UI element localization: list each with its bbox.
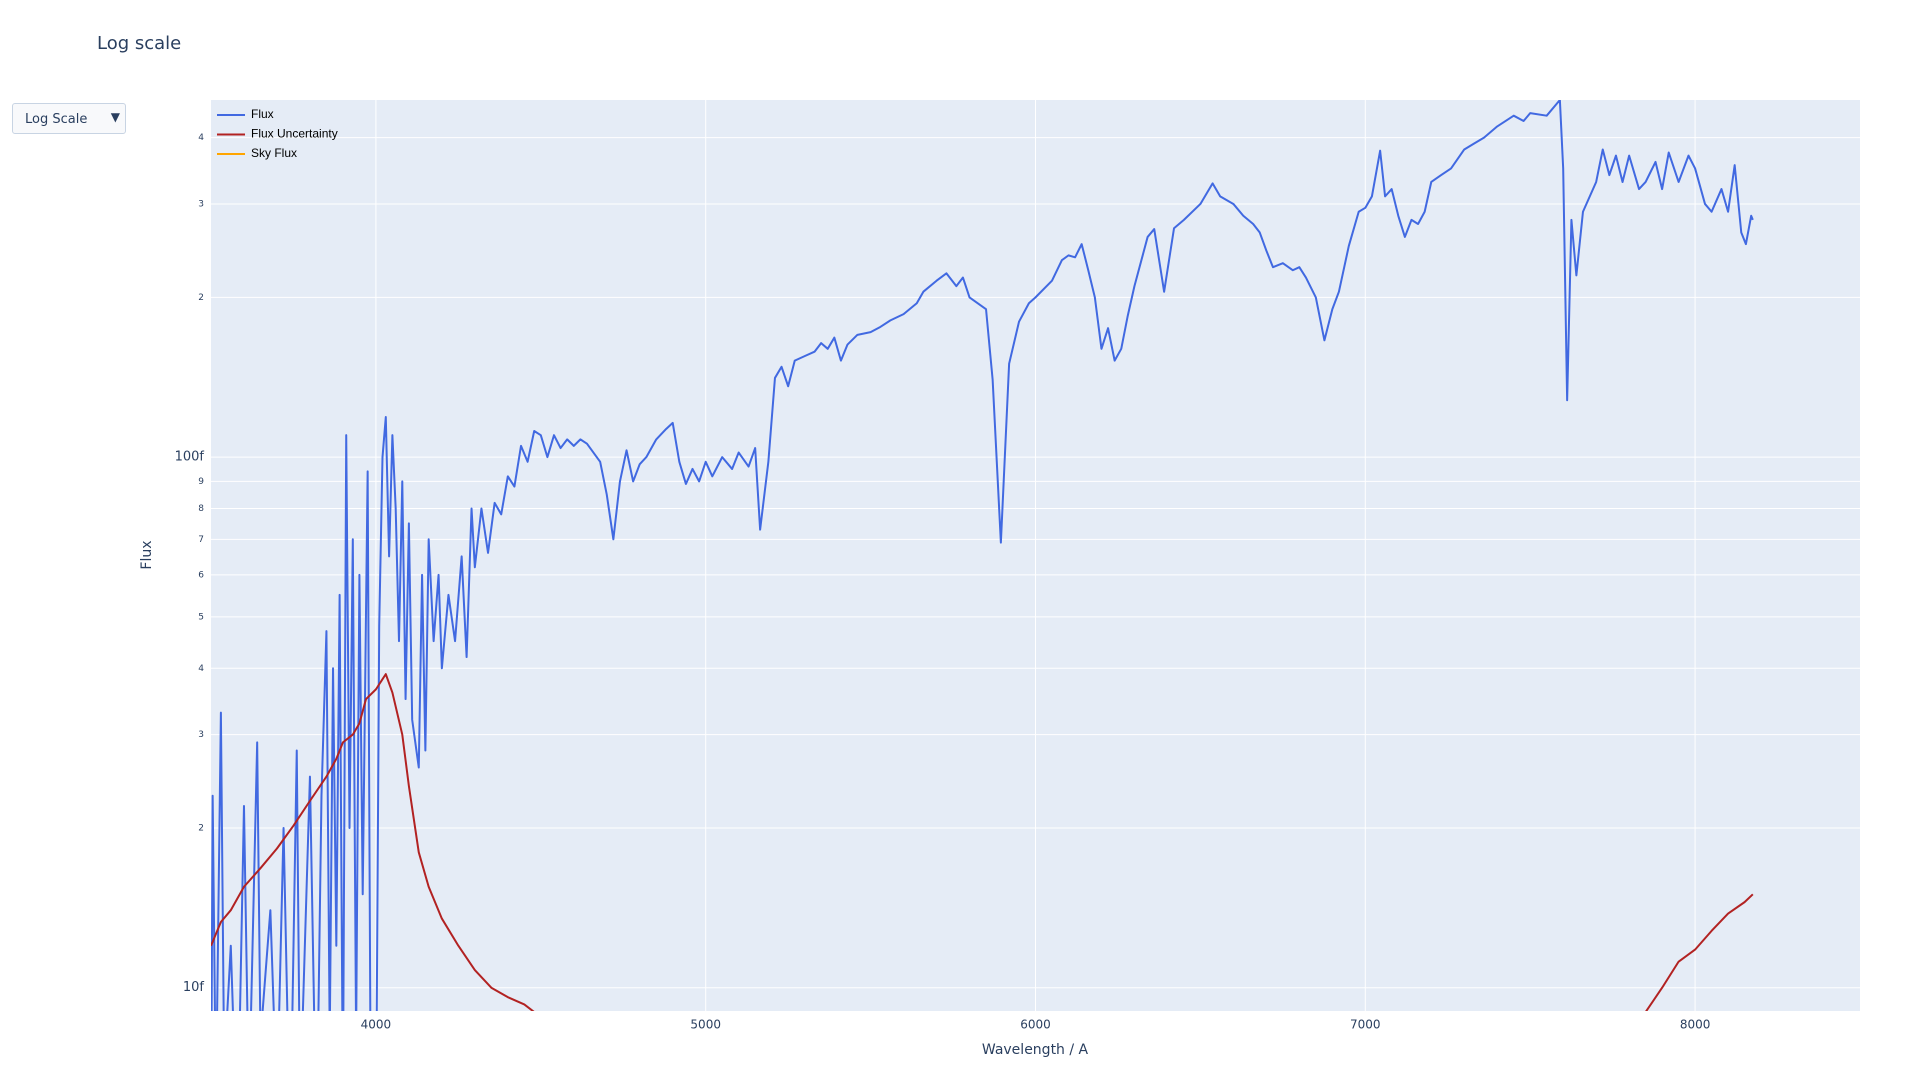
- x-tick-label: 4000: [361, 1018, 392, 1032]
- y-tick-label: 4: [198, 664, 204, 674]
- y-tick-label: 3: [198, 730, 204, 740]
- y-axis-title: Flux: [139, 540, 155, 569]
- y-tick-label: 7: [198, 535, 204, 545]
- x-tick-label: 7000: [1350, 1018, 1381, 1032]
- y-tick-label: 9: [198, 477, 204, 487]
- y-tick-label: 5: [198, 612, 204, 622]
- x-axis-title: Wavelength / A: [982, 1042, 1089, 1058]
- legend-label: Flux Uncertainty: [251, 127, 338, 141]
- x-tick-label: 8000: [1680, 1018, 1711, 1032]
- y-tick-label: 2: [198, 824, 204, 834]
- y-tick-label: 6: [198, 570, 204, 580]
- x-tick-label: 6000: [1020, 1018, 1051, 1032]
- y-tick-label: 10f: [183, 980, 205, 995]
- chart-title: Log scale: [97, 33, 181, 54]
- legend-label: Sky Flux: [251, 146, 297, 160]
- dropdown-arrow[interactable]: ▼: [110, 110, 120, 124]
- series-line: [211, 673, 1754, 1011]
- y-tick-label: 4: [198, 133, 204, 143]
- x-tick-label: 5000: [690, 1018, 721, 1032]
- series-line: [211, 100, 1754, 1011]
- y-tick-label: 2: [198, 293, 204, 303]
- y-tick-label: 8: [198, 504, 204, 514]
- y-tick-label: 3: [198, 199, 204, 209]
- dropdown-label[interactable]: Log Scale: [25, 112, 88, 127]
- legend-label: Flux: [251, 107, 274, 121]
- y-tick-label: 100f: [175, 450, 205, 465]
- dropdown[interactable]: Log Scale ▼: [12, 103, 126, 134]
